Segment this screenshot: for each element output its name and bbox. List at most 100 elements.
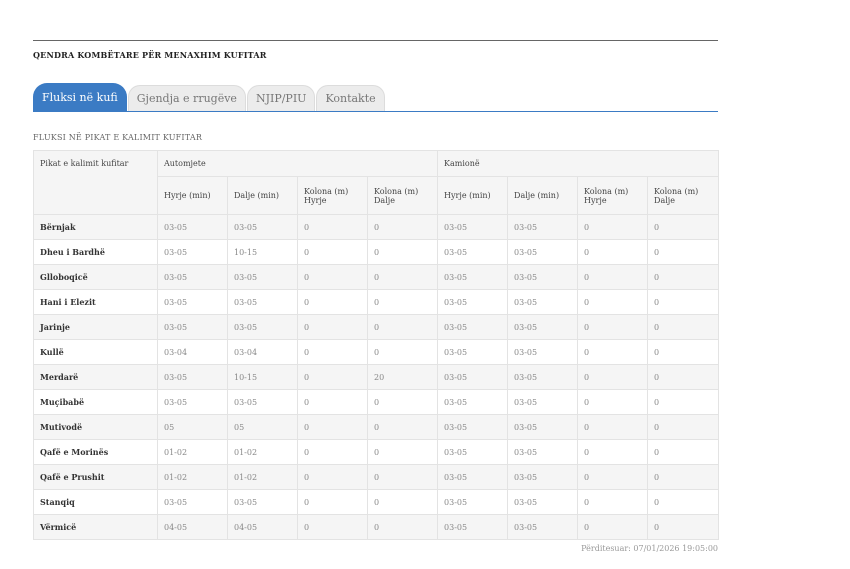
- cars-value-cell: 03-05: [227, 214, 298, 240]
- trucks-value-cell: 0: [577, 389, 649, 415]
- trucks-value-cell: 0: [647, 339, 720, 365]
- trucks-value-cell: 0: [577, 364, 649, 390]
- trucks-value-cell: 03-05: [507, 289, 579, 315]
- cars-value-cell: 0: [366, 439, 439, 465]
- cars-value-cell: 03-05: [157, 214, 228, 240]
- cars-value-cell: 0: [366, 314, 439, 340]
- cars-value-cell: 03-05: [157, 389, 228, 415]
- trucks-value-cell: 0: [647, 239, 720, 265]
- cars-value-cell: 03-05: [157, 314, 228, 340]
- trucks-value-cell: 03-05: [507, 514, 579, 540]
- cars-value-cell: 03-05: [227, 314, 298, 340]
- tab-fluksi-ne-kufi[interactable]: Fluksi në kufi: [33, 83, 127, 111]
- trucks-value-cell: 03-05: [437, 214, 509, 240]
- page-container: QENDRA KOMBËTARE PËR MENAXHIM KUFITAR Fl…: [33, 40, 720, 540]
- trucks-value-cell: 0: [647, 289, 720, 315]
- table-row: Stanqiq 03-05 03-05 0 0 03-05 03-05 0 0: [33, 489, 720, 515]
- cars-value-cell: 20: [366, 364, 439, 390]
- table-row: Kullë 03-04 03-04 0 0 03-05 03-05 0 0: [33, 339, 720, 365]
- trucks-value-cell: 03-05: [507, 239, 579, 265]
- cars-value-cell: 10-15: [227, 364, 298, 390]
- place-cell: Bërnjak: [33, 214, 158, 240]
- place-cell: Mutivodë: [33, 414, 158, 440]
- cars-value-cell: 01-02: [227, 464, 298, 490]
- table-row: Muçibabë 03-05 03-05 0 0 03-05 03-05 0 0: [33, 389, 720, 415]
- trucks-value-cell: 03-05: [507, 214, 579, 240]
- cars-value-cell: 0: [366, 214, 439, 240]
- cars-value-cell: 04-05: [227, 514, 298, 540]
- trucks-value-cell: 0: [577, 439, 649, 465]
- trucks-value-cell: 0: [647, 264, 720, 290]
- header-cars-exit: Dalje (min): [227, 176, 298, 215]
- table-row: Glloboqicë 03-05 03-05 0 0 03-05 03-05 0 0: [33, 264, 720, 290]
- trucks-value-cell: 0: [577, 339, 649, 365]
- header-trucks-entry: Hyrje (min): [437, 176, 509, 215]
- trucks-value-cell: 0: [577, 514, 649, 540]
- trucks-value-cell: 0: [577, 489, 649, 515]
- place-cell: Stanqiq: [33, 489, 158, 515]
- trucks-value-cell: 03-05: [437, 289, 509, 315]
- cars-value-cell: 0: [297, 239, 368, 265]
- place-cell: Merdarë: [33, 364, 158, 390]
- tab-gjendja-e-rrugeve[interactable]: Gjendja e rrugëve: [127, 85, 246, 111]
- cars-value-cell: 05: [227, 414, 298, 440]
- place-cell: Hani i Elezit: [33, 289, 158, 315]
- table-body: Bërnjak 03-05 03-05 0 0 03-05 03-05 0 0 Dheu i Ba…: [33, 214, 720, 540]
- table-row: Vërmicë 04-05 04-05 0 0 03-05 03-05 0 0: [33, 514, 720, 540]
- trucks-value-cell: 03-05: [437, 439, 509, 465]
- cars-value-cell: 0: [297, 389, 368, 415]
- place-cell: Glloboqicë: [33, 264, 158, 290]
- header-place: Pikat e kalimit kufitar: [33, 150, 158, 215]
- trucks-value-cell: 03-05: [507, 339, 579, 365]
- trucks-value-cell: 03-05: [507, 464, 579, 490]
- updated-timestamp: Përditesuar: 07/01/2026 19:05:00: [581, 544, 718, 553]
- table-row: Hani i Elezit 03-05 03-05 0 0 03-05 03-05 0 0: [33, 289, 720, 315]
- header-group-trucks: Kamionë: [437, 150, 720, 177]
- trucks-value-cell: 03-05: [437, 464, 509, 490]
- section-title: FLUKSI NË PIKAT E KALIMIT KUFITAR: [33, 133, 203, 142]
- trucks-value-cell: 03-05: [507, 414, 579, 440]
- cars-value-cell: 0: [297, 214, 368, 240]
- header-trucks-queue-entry: Kolona (m) Hyrje: [577, 176, 649, 215]
- table-row: Dheu i Bardhë 03-05 10-15 0 0 03-05 03-05 0 0: [33, 239, 720, 265]
- cars-value-cell: 10-15: [227, 239, 298, 265]
- table-row: Bërnjak 03-05 03-05 0 0 03-05 03-05 0 0: [33, 214, 720, 240]
- trucks-value-cell: 0: [577, 314, 649, 340]
- trucks-value-cell: 03-05: [437, 239, 509, 265]
- cars-value-cell: 0: [297, 464, 368, 490]
- cars-value-cell: 0: [297, 489, 368, 515]
- cars-value-cell: 03-05: [227, 489, 298, 515]
- cars-value-cell: 03-04: [157, 339, 228, 365]
- cars-value-cell: 0: [297, 414, 368, 440]
- trucks-value-cell: 0: [577, 239, 649, 265]
- site-title: QENDRA KOMBËTARE PËR MENAXHIM KUFITAR: [33, 50, 267, 60]
- cars-value-cell: 0: [366, 289, 439, 315]
- place-cell: Kullë: [33, 339, 158, 365]
- cars-value-cell: 03-05: [157, 289, 228, 315]
- tab-njip-piu[interactable]: NJIP/PIU: [246, 85, 316, 111]
- tab-kontakte[interactable]: Kontakte: [316, 85, 385, 111]
- cars-value-cell: 0: [297, 364, 368, 390]
- tab-bar: Fluksi në kufi Gjendja e rrugëve NJIP/PI…: [33, 83, 718, 112]
- cars-value-cell: 04-05: [157, 514, 228, 540]
- trucks-value-cell: 0: [647, 389, 720, 415]
- trucks-value-cell: 03-05: [507, 364, 579, 390]
- cars-value-cell: 03-05: [157, 264, 228, 290]
- table-row: Merdarë 03-05 10-15 0 20 03-05 03-05 0 0: [33, 364, 720, 390]
- place-cell: Dheu i Bardhë: [33, 239, 158, 265]
- cars-value-cell: 03-05: [227, 389, 298, 415]
- place-cell: Jarinje: [33, 314, 158, 340]
- cars-value-cell: 03-05: [227, 264, 298, 290]
- trucks-value-cell: 0: [647, 514, 720, 540]
- trucks-value-cell: 0: [647, 214, 720, 240]
- trucks-value-cell: 0: [577, 289, 649, 315]
- header-trucks-queue-exit: Kolona (m) Dalje: [647, 176, 720, 215]
- cars-value-cell: 0: [366, 239, 439, 265]
- trucks-value-cell: 0: [647, 314, 720, 340]
- cars-value-cell: 03-05: [157, 489, 228, 515]
- cars-value-cell: 0: [297, 339, 368, 365]
- cars-value-cell: 03-04: [227, 339, 298, 365]
- cars-value-cell: 0: [366, 264, 439, 290]
- trucks-value-cell: 0: [577, 414, 649, 440]
- header-cars-entry: Hyrje (min): [157, 176, 228, 215]
